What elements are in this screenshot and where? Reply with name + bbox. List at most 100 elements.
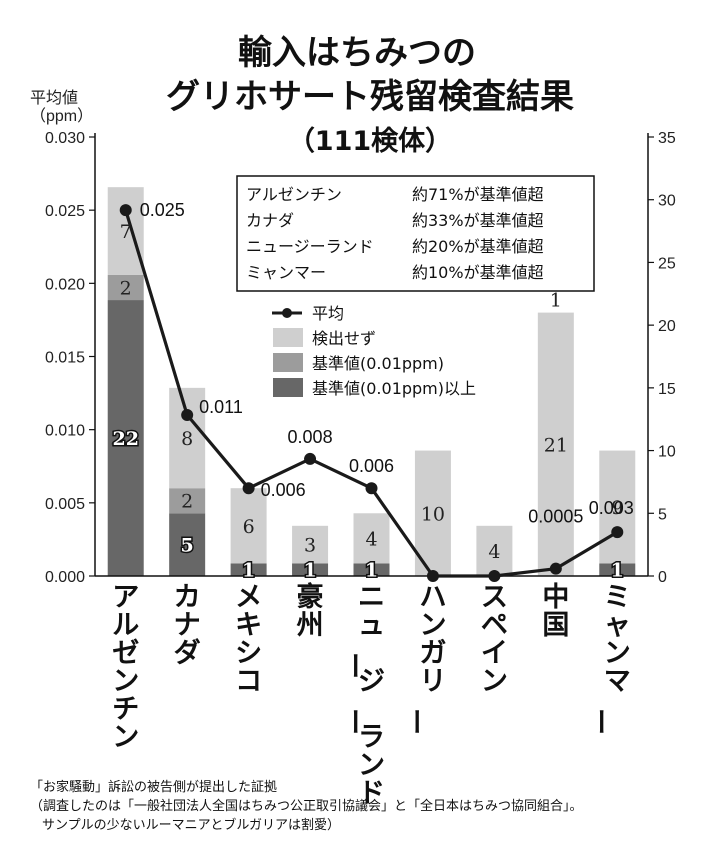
info-box-value-1: 約71%が基準値超: [412, 185, 544, 204]
average-value-label-1: 0.025: [140, 200, 185, 220]
average-value-label-4: 0.008: [288, 427, 333, 447]
bar-above-standard-5: [353, 563, 390, 576]
bar-value-not-detected-2: 8: [181, 428, 193, 450]
bar-top-label-8: 1: [550, 290, 562, 312]
category-label-9: ミャンマー: [584, 582, 631, 735]
info-box-value-3: 約20%が基準値超: [412, 237, 544, 256]
bar-not-detected-7: [476, 525, 513, 576]
average-value-label-8: 0.0005: [528, 507, 583, 527]
y-right-tick-label-1: 5: [658, 506, 667, 523]
average-point-9: [611, 526, 624, 539]
category-label-1: アルゼンチン: [112, 582, 139, 753]
average-value-label-3: 0.006: [261, 480, 306, 500]
bar-at-standard-1: [107, 274, 144, 301]
y-right-tick-label-5: 25: [658, 255, 676, 272]
info-box-country-2: カナダ: [246, 211, 294, 230]
bar-not-detected-8: [537, 312, 574, 576]
average-point-1: [119, 204, 132, 217]
title-line-2: グリホサート残留検査結果: [166, 77, 574, 117]
bar-value-above-standard-3: 1: [242, 560, 255, 582]
legend-not-detected-swatch: [273, 328, 303, 347]
legend: 平均 検出せず 基準値(0.01ppm) 基準値(0.01ppm)以上: [272, 304, 476, 398]
bar-value-not-detected-4: 3: [304, 535, 316, 557]
average-point-5: [365, 482, 378, 495]
footnote-line-2: （調査したのは「一般社団法人全国はちみつ公正取引協議会」と「全日本はちみつ協同組…: [30, 799, 583, 814]
bar-not-detected-2: [169, 387, 206, 489]
legend-at-standard-swatch: [273, 353, 303, 372]
y-right-tick-label-6: 30: [658, 193, 676, 210]
bar-value-not-detected-5: 4: [365, 528, 377, 550]
bar-value-above-standard-1: 22: [112, 428, 138, 450]
bar-not-detected-6: [414, 450, 451, 576]
average-point-2: [181, 409, 194, 422]
y-left-tick-label-2: 0.010: [45, 423, 85, 440]
average-point-4: [304, 452, 317, 465]
axes-group: 0.000 0.005 0.010 0.015 0.020 0.025 0.030 0 5 10 1…: [45, 130, 676, 586]
footnote: 「お家騒動」訴訟の被告側が提出した証拠 （調査したのは「一般社団法人全国はちみつ…: [30, 778, 690, 835]
bar-above-standard-9: [599, 563, 636, 576]
bar-value-at-standard-1: 2: [120, 278, 132, 300]
bar-value-not-detected-6: 10: [421, 503, 445, 525]
labels-group: 2227528161314104211190.0250.0110.0060.00…: [111, 200, 634, 583]
bars-group: [107, 187, 636, 576]
legend-not-detected-label: 検出せず: [312, 329, 376, 348]
y-left-tick-label-4: 0.020: [45, 276, 85, 293]
footnote-line-1: 「お家騒動」訴訟の被告側が提出した証拠: [30, 780, 278, 795]
average-point-3: [242, 482, 255, 495]
footnote-line-3: サンプルの少ないルーマニアとブルガリアは割愛）: [42, 818, 340, 833]
bar-value-not-detected-1: 7: [120, 221, 132, 243]
y-right-tick-label-4: 20: [658, 318, 676, 335]
legend-above-standard-swatch: [273, 378, 303, 397]
y-right-tick-label-0: 0: [658, 569, 667, 586]
category-label-6: ハンガリー: [399, 582, 446, 735]
bar-above-standard-3: [230, 563, 267, 576]
y-left-tick-label-0: 0.000: [45, 569, 85, 586]
average-line-group: [119, 204, 624, 582]
y-right-tick-label-3: 15: [658, 381, 676, 398]
bar-value-above-standard-2: 5: [181, 535, 194, 557]
bar-value-not-detected-9: 9: [611, 497, 623, 519]
bar-at-standard-2: [169, 488, 206, 514]
bar-above-standard-4: [292, 563, 329, 576]
average-point-6: [426, 570, 439, 582]
bar-value-at-standard-2: 2: [181, 491, 193, 513]
chart-title: 輸入はちみつの グリホサート残留検査結果 （111検体）: [166, 33, 574, 157]
title-line-3: （111検体）: [288, 126, 452, 157]
category-label-7: スペイン: [481, 582, 508, 697]
info-box-country-1: アルゼンチン: [246, 185, 342, 204]
average-value-label-5: 0.006: [349, 456, 394, 476]
y-left-tick-label-1: 0.005: [45, 496, 85, 513]
legend-at-standard-label: 基準値(0.01ppm): [312, 354, 444, 373]
y-right-tick-label-2: 10: [658, 444, 676, 461]
y-left-axis-title-2: （ppm）: [30, 107, 93, 125]
bar-above-standard-1: [107, 300, 144, 576]
average-value-label-2: 0.011: [199, 397, 243, 417]
legend-average-label: 平均: [312, 304, 344, 323]
category-label-4: 豪州: [297, 581, 324, 641]
info-box-value-4: 約10%が基準値超: [412, 263, 544, 282]
bar-value-above-standard-5: 1: [365, 560, 378, 582]
y-left-tick-label-3: 0.015: [45, 350, 85, 367]
legend-average-marker: [282, 308, 292, 318]
bar-value-above-standard-4: 1: [303, 560, 316, 582]
bar-not-detected-5: [353, 513, 390, 564]
y-left-tick-label-5: 0.025: [45, 203, 85, 220]
average-point-7: [488, 570, 501, 582]
bar-value-not-detected-3: 6: [243, 516, 255, 538]
bar-value-above-standard-9: 1: [611, 560, 624, 582]
title-line-1: 輸入はちみつの: [238, 33, 476, 73]
info-box: アルゼンチン 約71%が基準値超 カナダ 約33%が基準値超 ニュージーランド …: [236, 175, 595, 292]
category-label-3: メキシコ: [235, 582, 262, 697]
y-left-axis-title-1: 平均値: [30, 89, 78, 107]
info-box-frame: [236, 175, 595, 292]
legend-above-standard-label: 基準値(0.01ppm)以上: [312, 379, 476, 398]
y-left-tick-label-6: 0.030: [45, 130, 85, 147]
info-box-country-4: ミャンマー: [246, 263, 326, 282]
bar-not-detected-4: [292, 525, 329, 564]
category-label-2: カナダ: [174, 582, 201, 669]
info-box-country-3: ニュージーランド: [246, 237, 374, 256]
info-box-value-2: 約33%が基準値超: [412, 211, 544, 230]
bar-above-standard-2: [169, 513, 206, 576]
